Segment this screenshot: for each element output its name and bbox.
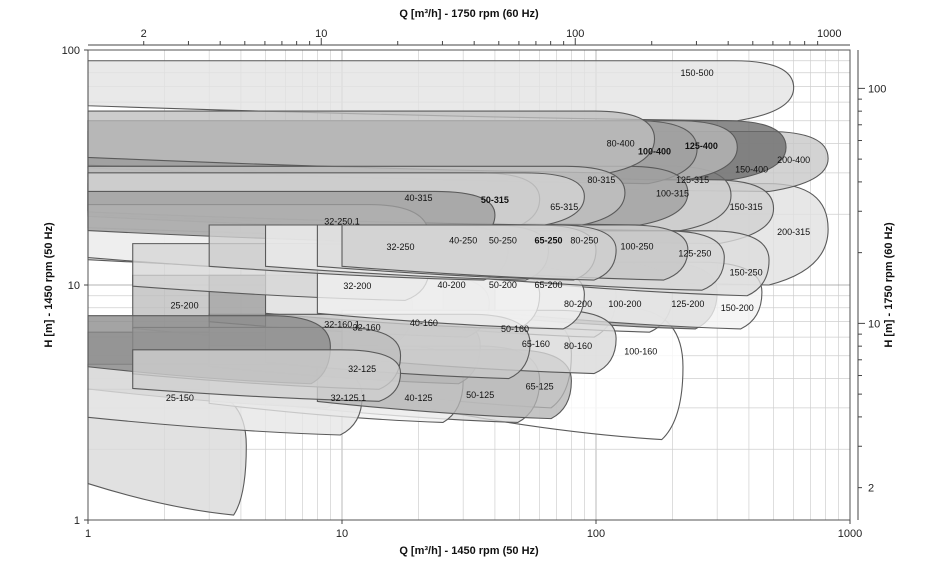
x-axis-title-top: Q [m³/h] - 1750 rpm (60 Hz) — [399, 8, 539, 20]
pump-label-32-250-1: 32-250.1 — [324, 217, 360, 227]
pump-label-50-250: 50-250 — [489, 235, 517, 245]
pump-area-80-250 — [341, 224, 617, 281]
pump-label-125-250: 125-250 — [678, 249, 711, 259]
pump-label-40-315: 40-315 — [404, 193, 432, 203]
pump-label-80-400: 80-400 — [607, 139, 635, 149]
y-axis-title-right: H [m] - 1750 rpm (60 Hz) — [883, 222, 895, 348]
pump-label-150-400: 150-400 — [735, 165, 768, 175]
x-tick-label-top: 100 — [566, 28, 584, 40]
y-tick-label-left: 100 — [62, 45, 80, 57]
pump-label-80-315: 80-315 — [587, 175, 615, 185]
pump-label-65-160: 65-160 — [522, 339, 550, 349]
x-axis-title-bottom: Q [m³/h] - 1450 rpm (50 Hz) — [399, 545, 539, 557]
pump-size-labels: 25-150 25-200 32-125.1 32-125 32-160.132-160… — [166, 68, 810, 403]
pump-label-200-400: 200-400 — [777, 155, 810, 165]
pump-label-40-125: 40-125 — [404, 393, 432, 403]
pump-label-100-200: 100-200 — [608, 299, 641, 309]
axis-ticks: 1 10 100 1000 2 10 100 1000 1 10 100 2 10 100 — [62, 28, 887, 540]
x-tick-label-bottom: 1000 — [838, 528, 862, 540]
x-tick-label-bottom: 100 — [587, 528, 605, 540]
y-tick-label-right: 100 — [868, 83, 886, 95]
pump-label-32-160: 32-160 — [353, 322, 381, 332]
pump-label-50-125: 50-125 — [466, 390, 494, 400]
y-tick-label-left: 1 — [74, 515, 80, 527]
pump-label-32-250: 32-250 — [387, 242, 415, 252]
y-tick-label-left: 10 — [68, 280, 80, 292]
x-tick-label-bottom: 10 — [336, 528, 348, 540]
y-axis-title-left: H [m] - 1450 rpm (50 Hz) — [43, 222, 55, 348]
pump-label-40-250: 40-250 — [449, 235, 477, 245]
pump-label-32-200: 32-200 — [343, 281, 371, 291]
pump-label-125-400: 125-400 — [685, 141, 718, 151]
pump-label-100-160: 100-160 — [624, 347, 657, 357]
pump-label-32-160-1: 32-160.1 — [324, 319, 360, 329]
pump-label-25-150: 25-150 — [166, 393, 194, 403]
pump-label-80-160: 80-160 — [564, 341, 592, 351]
pump-label-100-315: 100-315 — [656, 189, 689, 199]
pump-label-150-315: 150-315 — [730, 202, 763, 212]
pump-label-65-200: 65-200 — [534, 280, 562, 290]
x-tick-label-top: 2 — [141, 28, 147, 40]
pump-performance-areas — [87, 60, 829, 516]
pump-label-125-200: 125-200 — [671, 299, 704, 309]
pump-label-65-125: 65-125 — [526, 381, 554, 391]
y-tick-label-right: 2 — [868, 483, 874, 495]
x-tick-label-bottom: 1 — [85, 528, 91, 540]
pump-label-200-315: 200-315 — [777, 227, 810, 237]
pump-label-80-200: 80-200 — [564, 299, 592, 309]
pump-label-32-125-1: 32-125.1 — [331, 393, 367, 403]
pump-label-150-200: 150-200 — [721, 303, 754, 313]
pump-label-50-160: 50-160 — [501, 324, 529, 334]
pump-label-125-315: 125-315 — [676, 175, 709, 185]
pump-label-65-315: 65-315 — [550, 202, 578, 212]
pump-label-65-250: 65-250 — [534, 235, 562, 245]
pump-label-100-400: 100-400 — [638, 146, 671, 156]
pump-label-80-250: 80-250 — [570, 235, 598, 245]
pump-label-40-160: 40-160 — [410, 318, 438, 328]
x-tick-label-top: 10 — [315, 28, 327, 40]
pump-label-150-500: 150-500 — [681, 68, 714, 78]
pump-label-40-200: 40-200 — [438, 280, 466, 290]
pump-label-32-125: 32-125 — [348, 364, 376, 374]
pump-area-32-125 — [132, 349, 402, 402]
pump-label-50-200: 50-200 — [489, 280, 517, 290]
x-tick-label-top: 1000 — [817, 28, 841, 40]
pump-label-150-250: 150-250 — [730, 268, 763, 278]
pump-label-100-250: 100-250 — [620, 241, 653, 251]
y-tick-label-right: 10 — [868, 318, 880, 330]
pump-label-50-315: 50-315 — [481, 195, 509, 205]
pump-label-25-200: 25-200 — [171, 300, 199, 310]
